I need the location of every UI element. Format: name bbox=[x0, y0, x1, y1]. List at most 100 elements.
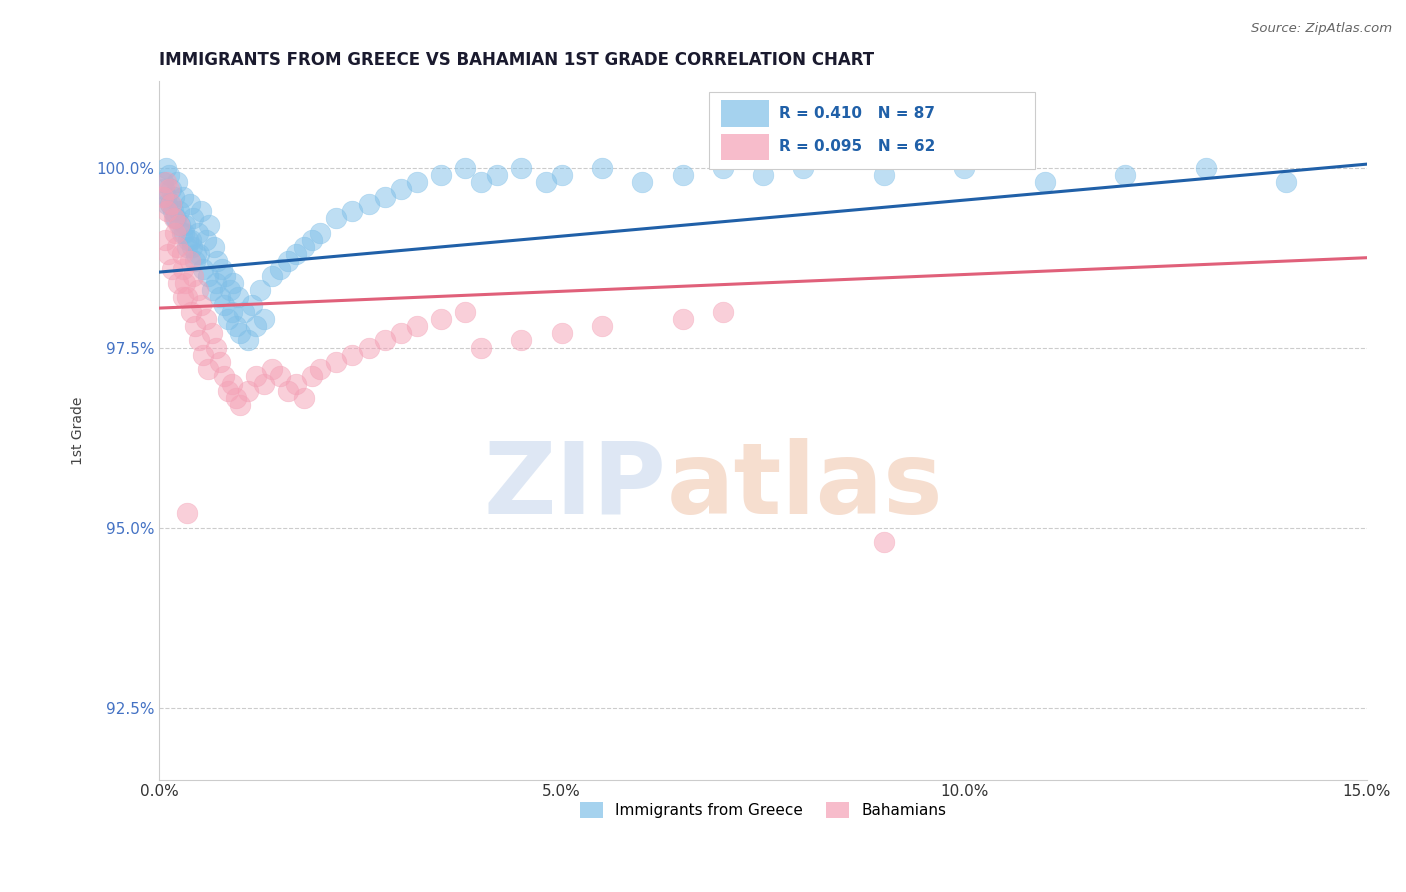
Point bbox=[301, 369, 323, 384]
Point bbox=[1114, 168, 1136, 182]
Point bbox=[1195, 161, 1218, 175]
Point bbox=[711, 161, 734, 175]
Point bbox=[157, 247, 180, 261]
Point bbox=[430, 168, 453, 182]
Point bbox=[188, 247, 211, 261]
Point bbox=[181, 211, 204, 226]
Point bbox=[711, 304, 734, 318]
Point bbox=[193, 261, 215, 276]
Point bbox=[631, 175, 654, 189]
Point bbox=[232, 304, 254, 318]
Point bbox=[551, 168, 574, 182]
Point bbox=[162, 203, 184, 218]
Point bbox=[212, 369, 235, 384]
Point bbox=[260, 362, 283, 376]
Point bbox=[170, 226, 193, 240]
Point bbox=[177, 233, 200, 247]
Point bbox=[165, 211, 187, 226]
Point bbox=[953, 161, 976, 175]
Point bbox=[208, 290, 231, 304]
Point bbox=[389, 326, 412, 341]
Point bbox=[873, 168, 896, 182]
Point bbox=[551, 326, 574, 341]
Point bbox=[198, 219, 221, 233]
Point bbox=[166, 276, 188, 290]
Point bbox=[155, 161, 177, 175]
Point bbox=[217, 384, 239, 398]
Point bbox=[221, 376, 243, 391]
Point bbox=[160, 261, 183, 276]
Point bbox=[194, 312, 217, 326]
Text: R = 0.095   N = 62: R = 0.095 N = 62 bbox=[779, 139, 935, 154]
Point bbox=[357, 341, 380, 355]
Point bbox=[166, 175, 188, 189]
Point bbox=[405, 175, 427, 189]
Point bbox=[534, 175, 557, 189]
Point bbox=[166, 240, 188, 254]
Point bbox=[212, 297, 235, 311]
Point bbox=[169, 203, 191, 218]
Point bbox=[285, 376, 308, 391]
Point bbox=[163, 211, 186, 226]
Point bbox=[236, 384, 259, 398]
Point bbox=[752, 168, 775, 182]
Point bbox=[357, 196, 380, 211]
Point bbox=[152, 189, 174, 203]
Point bbox=[188, 334, 211, 348]
Point bbox=[184, 254, 207, 268]
Point bbox=[157, 168, 180, 182]
Point bbox=[179, 196, 201, 211]
Point bbox=[225, 391, 247, 405]
Point bbox=[190, 297, 212, 311]
Point bbox=[792, 161, 814, 175]
Point bbox=[187, 226, 209, 240]
Point bbox=[405, 319, 427, 334]
Point bbox=[277, 254, 299, 268]
Point bbox=[190, 203, 212, 218]
Point bbox=[260, 268, 283, 283]
Point bbox=[245, 369, 267, 384]
Point bbox=[163, 189, 186, 203]
Point bbox=[221, 304, 243, 318]
Point bbox=[486, 168, 509, 182]
Y-axis label: 1st Grade: 1st Grade bbox=[72, 396, 86, 465]
Point bbox=[181, 268, 204, 283]
Point bbox=[169, 219, 191, 233]
Point bbox=[1275, 175, 1298, 189]
Point bbox=[301, 233, 323, 247]
Point bbox=[160, 196, 183, 211]
Point bbox=[591, 161, 613, 175]
Point bbox=[180, 304, 202, 318]
Point bbox=[156, 196, 179, 211]
Point bbox=[671, 312, 693, 326]
Point bbox=[153, 182, 176, 196]
Point bbox=[173, 226, 195, 240]
Point bbox=[217, 312, 239, 326]
Text: IMMIGRANTS FROM GREECE VS BAHAMIAN 1ST GRADE CORRELATION CHART: IMMIGRANTS FROM GREECE VS BAHAMIAN 1ST G… bbox=[159, 51, 875, 69]
Point bbox=[200, 326, 222, 341]
Point bbox=[205, 254, 228, 268]
Point bbox=[240, 297, 263, 311]
Point bbox=[169, 219, 191, 233]
Point bbox=[389, 182, 412, 196]
Point bbox=[228, 326, 250, 341]
Point bbox=[165, 211, 187, 226]
Point bbox=[226, 290, 249, 304]
Point bbox=[1033, 175, 1056, 189]
Point bbox=[309, 362, 332, 376]
Point bbox=[292, 391, 315, 405]
Point bbox=[155, 189, 177, 203]
Point bbox=[591, 319, 613, 334]
Point bbox=[197, 362, 219, 376]
Point bbox=[170, 247, 193, 261]
Point bbox=[179, 254, 201, 268]
Text: ZIP: ZIP bbox=[484, 438, 666, 535]
Point bbox=[225, 319, 247, 334]
FancyBboxPatch shape bbox=[721, 100, 769, 127]
Point bbox=[152, 175, 174, 189]
Point bbox=[181, 240, 204, 254]
Text: R = 0.410   N = 87: R = 0.410 N = 87 bbox=[779, 106, 935, 121]
Point bbox=[292, 240, 315, 254]
Point bbox=[277, 384, 299, 398]
Point bbox=[176, 506, 198, 520]
